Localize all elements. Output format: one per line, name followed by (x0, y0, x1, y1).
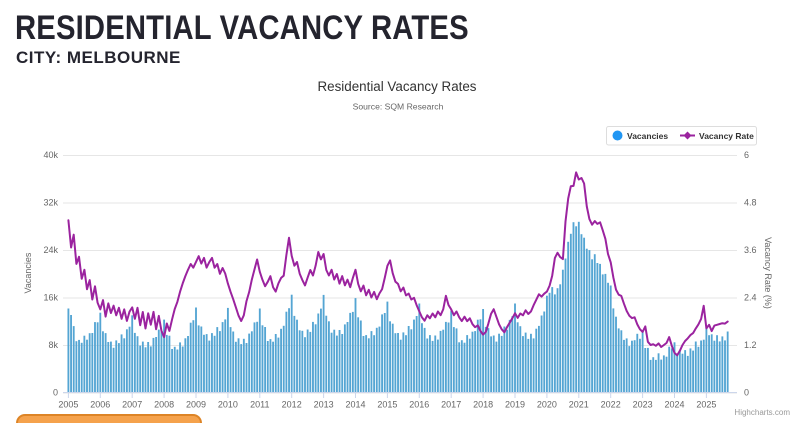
svg-text:Vacancy Rate: Vacancy Rate (699, 131, 754, 141)
svg-text:2022: 2022 (601, 400, 621, 410)
svg-text:32k: 32k (43, 198, 58, 208)
svg-text:Vacancies: Vacancies (23, 252, 33, 293)
svg-text:8k: 8k (48, 340, 58, 350)
svg-text:2017: 2017 (441, 400, 461, 410)
svg-text:Source: SQM Research: Source: SQM Research (353, 102, 444, 112)
svg-text:Residential Vacancy Rates: Residential Vacancy Rates (317, 79, 476, 94)
svg-text:2018: 2018 (473, 400, 493, 410)
svg-text:2015: 2015 (377, 400, 397, 410)
svg-text:4.8: 4.8 (744, 198, 757, 208)
svg-text:Vacancy Rate (%): Vacancy Rate (%) (763, 237, 773, 309)
svg-text:2016: 2016 (409, 400, 429, 410)
svg-text:2014: 2014 (345, 400, 365, 410)
svg-text:2020: 2020 (537, 400, 557, 410)
svg-text:40k: 40k (43, 150, 58, 160)
svg-text:2012: 2012 (282, 400, 302, 410)
svg-text:24k: 24k (43, 245, 58, 255)
svg-text:Vacancies: Vacancies (627, 131, 668, 141)
svg-text:2009: 2009 (186, 400, 206, 410)
svg-text:2019: 2019 (505, 400, 525, 410)
svg-text:0: 0 (744, 388, 749, 398)
svg-text:2007: 2007 (122, 400, 142, 410)
svg-text:2021: 2021 (569, 400, 589, 410)
svg-text:2011: 2011 (250, 400, 269, 410)
svg-text:2010: 2010 (218, 400, 238, 410)
svg-text:6: 6 (744, 150, 749, 160)
svg-text:2023: 2023 (633, 400, 653, 410)
svg-text:Highcharts.com: Highcharts.com (734, 408, 790, 417)
svg-text:2013: 2013 (314, 400, 334, 410)
svg-text:2024: 2024 (664, 400, 684, 410)
svg-text:2008: 2008 (154, 400, 174, 410)
svg-text:16k: 16k (43, 293, 58, 303)
svg-text:2.4: 2.4 (744, 293, 757, 303)
svg-text:3.6: 3.6 (744, 245, 757, 255)
svg-text:2005: 2005 (58, 400, 78, 410)
svg-text:1.2: 1.2 (744, 340, 757, 350)
svg-text:2006: 2006 (90, 400, 110, 410)
svg-text:2025: 2025 (696, 400, 716, 410)
svg-text:0: 0 (53, 388, 58, 398)
